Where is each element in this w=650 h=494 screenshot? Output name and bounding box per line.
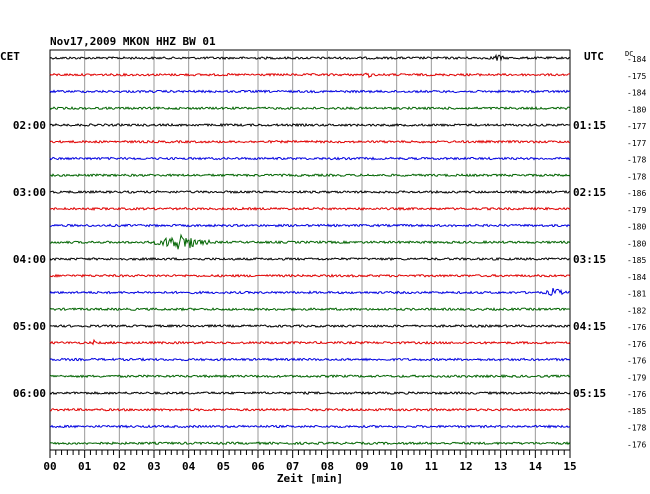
trace-line [49,89,571,94]
dc-offset-label: -178 [627,156,646,165]
dc-offset-label: -177 [627,139,646,148]
dc-offset-label: -184 [627,55,646,64]
trace-line [49,307,571,312]
trace-line [49,390,571,396]
trace-line [49,256,571,262]
left-time-label: 03:00 [13,186,46,199]
x-tick-label: 09 [355,460,368,473]
dc-offset-label: -182 [627,306,646,315]
dc-offset-label: -179 [627,206,646,215]
trace-line [49,189,571,195]
left-timezone-label: CET [0,50,20,63]
dc-offset-label: -178 [627,172,646,181]
trace-line [49,287,571,297]
right-timezone-label: UTC [584,50,604,63]
dc-offset-label: -184 [627,273,646,282]
trace-line [49,106,571,111]
x-tick-label: 15 [563,460,576,473]
dc-offset-label: -180 [627,105,646,114]
x-tick-label: 00 [43,460,56,473]
trace-line [49,441,571,446]
trace-line [49,206,571,211]
dc-offset-label: -186 [627,189,646,198]
x-tick-label: 13 [494,460,507,473]
dc-offset-label: -176 [627,323,646,332]
trace-line [49,424,571,429]
x-axis-label: Zeit [min] [277,472,343,485]
x-tick-label: 11 [425,460,439,473]
dc-offset-label: -180 [627,223,646,232]
left-time-label: 05:00 [13,320,46,333]
right-time-label: 03:15 [573,253,606,266]
trace-line [49,357,571,362]
x-tick-label: 05 [217,460,230,473]
dc-offset-label: -175 [627,72,646,81]
trace-line [49,72,571,79]
traces-layer [49,53,571,446]
x-tick-label: 03 [147,460,160,473]
right-time-label: 02:15 [573,186,606,199]
dc-offset-label: -177 [627,122,646,131]
dc-offset-label: -176 [627,440,646,449]
right-time-label: 04:15 [573,320,606,333]
dc-offset-label: -180 [627,239,646,248]
trace-line [49,139,571,144]
x-tick-label: 06 [251,460,265,473]
dc-offset-label: -184 [627,89,646,98]
dc-offset-label: -179 [627,373,646,382]
left-time-label: 04:00 [13,253,46,266]
chart-title: Nov17,2009 MKON HHZ BW 01 [50,35,216,48]
x-tick-label: 10 [390,460,403,473]
trace-line [49,338,571,346]
right-time-label: 01:15 [573,119,606,132]
trace-line [49,53,571,62]
trace-line [50,223,571,228]
x-tick-label: 04 [182,460,196,473]
grid-lines [49,49,571,458]
dc-offset-label: -178 [627,424,646,433]
dc-offset-label: -176 [627,357,646,366]
left-time-label: 06:00 [13,387,46,400]
x-tick-label: 14 [529,460,543,473]
x-tick-label: 01 [78,460,92,473]
trace-line [49,273,571,278]
trace-line [49,323,571,329]
trace-line [49,173,571,178]
trace-line [49,233,571,250]
dc-label: DC [625,50,633,58]
trace-line [49,407,571,412]
x-tick-label: 02 [113,460,126,473]
dc-offset-label: -176 [627,340,646,349]
plot-frame [49,49,571,451]
x-tick-label: 07 [286,460,299,473]
x-tick-label: 12 [459,460,472,473]
trace-line [49,122,571,128]
dc-offset-label: -185 [627,256,646,265]
left-time-label: 02:00 [13,119,46,132]
trace-line [49,374,571,379]
right-time-label: 05:15 [573,387,606,400]
dc-offset-label: -185 [627,407,646,416]
dc-offset-label: -176 [627,390,646,399]
labels-layer: 00 01 02 03 04 05 06 07 08 09 10 11 12 13 14 15 -184 -175… [13,55,647,473]
dc-offset-label: -181 [627,290,646,299]
trace-line [49,156,571,161]
x-tick-label: 08 [321,460,334,473]
